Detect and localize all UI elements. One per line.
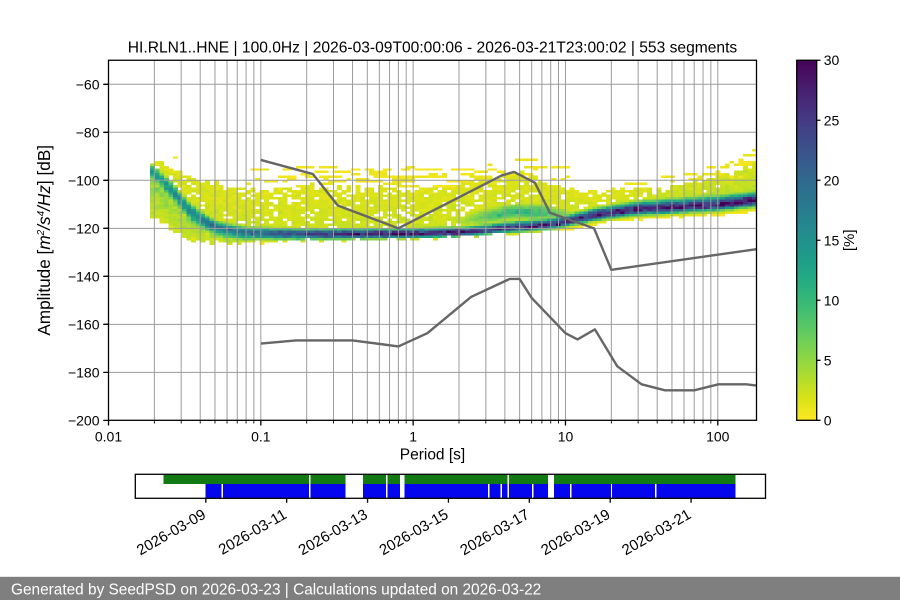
svg-text:−80: −80 (76, 124, 100, 140)
svg-text:−140: −140 (68, 268, 100, 284)
svg-text:20: 20 (824, 172, 840, 188)
svg-text:−100: −100 (68, 172, 100, 188)
svg-text:Amplitude [m2/s4/Hz] [dB]: Amplitude [m2/s4/Hz] [dB] (34, 145, 54, 336)
svg-text:−200: −200 (68, 412, 100, 428)
svg-text:−160: −160 (68, 316, 100, 332)
svg-text:0.01: 0.01 (95, 428, 122, 444)
svg-text:1: 1 (409, 428, 417, 444)
svg-text:−60: −60 (76, 76, 100, 92)
svg-text:10: 10 (558, 428, 574, 444)
svg-text:25: 25 (824, 112, 840, 128)
svg-text:−180: −180 (68, 364, 100, 380)
svg-text:Generated by SeedPSD on 2026-0: Generated by SeedPSD on 2026-03-23 | Cal… (11, 581, 541, 598)
svg-text:Period [s]: Period [s] (400, 447, 465, 464)
svg-text:30: 30 (824, 52, 840, 68)
svg-text:−120: −120 (68, 220, 100, 236)
svg-text:0.1: 0.1 (251, 428, 271, 444)
svg-text:0: 0 (824, 412, 832, 428)
svg-text:HI.RLN1..HNE | 100.0Hz | 2026-: HI.RLN1..HNE | 100.0Hz | 2026-03-09T00:0… (128, 40, 738, 57)
svg-text:5: 5 (824, 352, 832, 368)
svg-text:10: 10 (824, 292, 840, 308)
svg-text:15: 15 (824, 232, 840, 248)
svg-text:100: 100 (706, 428, 730, 444)
svg-text:[%]: [%] (841, 229, 858, 251)
